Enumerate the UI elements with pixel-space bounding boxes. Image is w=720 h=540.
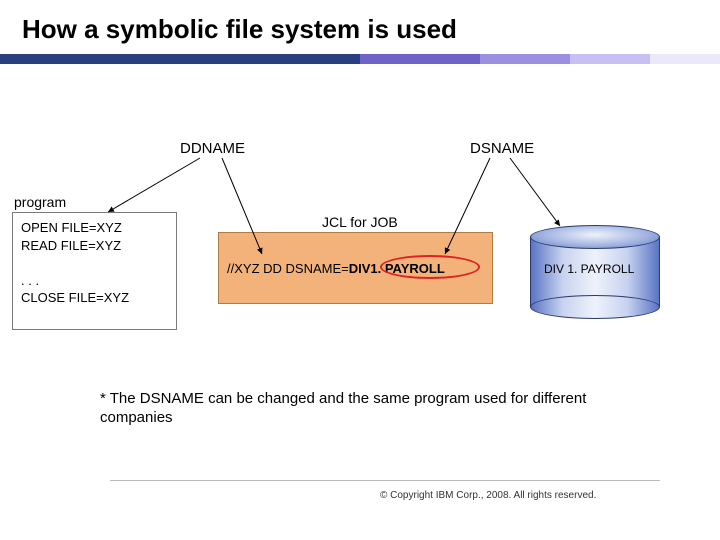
label-jcl-for-job: JCL for JOB [322, 214, 398, 230]
label-program: program [14, 194, 66, 210]
footnote: * The DSNAME can be changed and the same… [100, 390, 600, 428]
cylinder-top [530, 225, 660, 249]
footer-divider [110, 480, 660, 481]
jcl-highlight: DIV1. PAYROLL [349, 261, 445, 276]
slide-title: How a symbolic file system is used [22, 14, 457, 45]
accent-stripe [0, 54, 720, 64]
program-box: OPEN FILE=XYZ READ FILE=XYZ . . . CLOSE … [12, 212, 177, 330]
jcl-box: //XYZ DD DSNAME=DIV1. PAYROLL [218, 232, 493, 304]
footnote-text: The DSNAME can be changed and the same p… [100, 390, 586, 426]
footnote-asterisk: * [100, 390, 110, 407]
label-dsname: DSNAME [470, 140, 534, 157]
copyright-text: © Copyright IBM Corp., 2008. All rights … [380, 490, 596, 501]
cylinder-bottom [530, 295, 660, 319]
cylinder-label: DIV 1. PAYROLL [544, 262, 654, 276]
label-ddname: DDNAME [180, 140, 245, 157]
jcl-prefix: //XYZ DD DSNAME= [227, 261, 349, 276]
slide: How a symbolic file system is used DDNAM… [0, 0, 720, 540]
